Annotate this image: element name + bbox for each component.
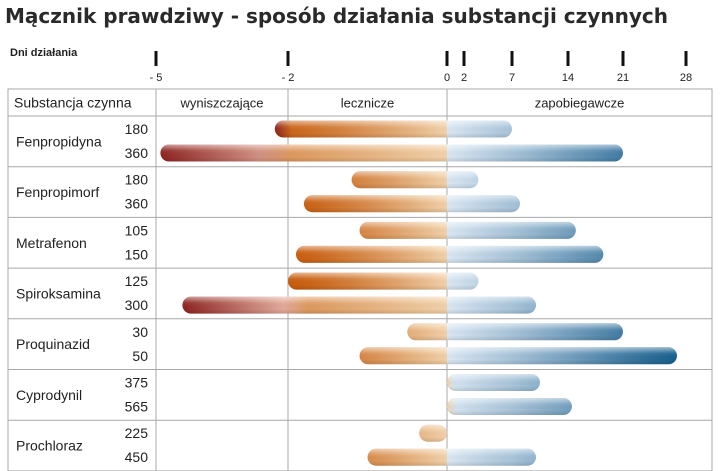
- substance-name: Fenpropimorf: [16, 184, 99, 200]
- dose-label: 30: [132, 324, 148, 340]
- bar-gloss: [182, 296, 536, 314]
- bar-gloss: [447, 374, 540, 391]
- substance-name: Cyprodynil: [16, 387, 82, 403]
- dose-label: 180: [125, 172, 149, 188]
- bar-gloss: [160, 144, 623, 162]
- header-substance: Substancja czynna: [14, 95, 132, 111]
- dose-label: 375: [125, 375, 149, 391]
- dose-label: 360: [125, 145, 149, 161]
- axis-tick-label: 28: [680, 72, 692, 84]
- bar-gloss: [295, 245, 604, 263]
- bar-gloss: [359, 221, 576, 239]
- axis-tick-label: - 5: [150, 72, 163, 84]
- axis-tick-label: 0: [444, 72, 450, 84]
- bar-gloss: [274, 120, 512, 138]
- dose-label: 105: [125, 222, 149, 238]
- bar-gloss: [303, 195, 520, 213]
- substance-name: Fenpropidyna: [16, 133, 102, 149]
- header-phase: lecznicze: [341, 96, 394, 111]
- bar-gloss: [367, 448, 536, 466]
- bar-gloss: [407, 323, 623, 341]
- bar-gloss: [447, 398, 572, 415]
- bar-series: [160, 120, 677, 466]
- substance-name: Prochloraz: [16, 438, 83, 454]
- time-axis: - 5 - 2 0 2 7 14 21 28: [138, 51, 692, 84]
- dose-label: 125: [125, 273, 149, 289]
- dose-label: 450: [125, 449, 149, 465]
- dose-label: 225: [125, 425, 149, 441]
- axis-tick-label: 21: [617, 72, 629, 84]
- substance-table: Substancja czynna wyniszczające lecznicze z…: [7, 88, 713, 471]
- axis-tick-label: 2: [461, 72, 467, 84]
- axis-tick-label: - 2: [282, 72, 295, 84]
- dose-label: 565: [125, 399, 149, 415]
- bar-gloss: [351, 171, 479, 189]
- substance-name: Spiroksamina: [16, 285, 101, 301]
- axis-tick-label: 14: [562, 72, 574, 84]
- chart-title: Mącznik prawdziwy - sposób działania sub…: [5, 4, 668, 28]
- header-phase: zapobiegawcze: [535, 96, 625, 111]
- dose-label: 300: [125, 297, 149, 313]
- bar-gloss: [288, 272, 479, 290]
- dose-label: 360: [125, 196, 149, 212]
- substance-name: Metrafenon: [16, 235, 87, 251]
- row-labels: Fenpropidyna 180 360 Fenpropimorf 180 360 Metr…: [16, 121, 148, 465]
- bar-gloss: [359, 347, 677, 365]
- dose-label: 150: [125, 246, 149, 262]
- dose-label: 180: [125, 121, 149, 137]
- header-phase: wyniszczające: [179, 96, 263, 111]
- substance-name: Proquinazid: [16, 336, 90, 352]
- dose-label: 50: [132, 348, 148, 364]
- bar-gloss: [419, 424, 447, 442]
- axis-label: Dni działania: [10, 47, 78, 59]
- axis-tick-label: 7: [509, 72, 515, 84]
